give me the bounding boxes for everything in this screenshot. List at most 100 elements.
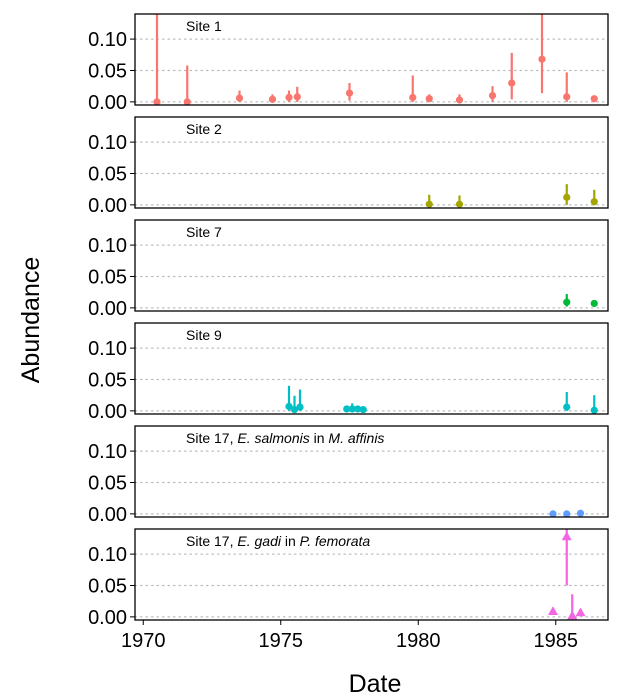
panel-marks <box>548 529 586 620</box>
facet-panel: 0.00 0.05 0.10 Site 17, E. gadi in P. femor… <box>88 528 609 629</box>
panel-border <box>134 528 609 621</box>
y-tick-label: 0.10 <box>88 235 127 257</box>
panel-label-segment: Site 7 <box>186 224 222 240</box>
data-point <box>354 405 362 413</box>
panel-border <box>134 322 609 415</box>
panel-label-segment: Site 1 <box>186 18 222 34</box>
data-point <box>563 193 571 201</box>
data-point <box>268 95 277 103</box>
y-tick-label: 0.05 <box>88 163 127 185</box>
panel-label-segment: in <box>310 430 329 446</box>
x-tick-label: 1980 <box>396 630 441 652</box>
panel-label-segment: P. femorata <box>300 533 371 549</box>
data-point <box>590 95 598 103</box>
data-point <box>409 93 417 102</box>
data-point <box>488 91 497 100</box>
x-axis-title: Date <box>349 670 402 698</box>
panel-label: Site 17, E. gadi in P. femorata <box>186 533 370 549</box>
data-point <box>345 89 354 97</box>
y-tick-label: 0.05 <box>88 575 127 597</box>
panel-border <box>134 425 609 518</box>
facet-panel: 0.00 0.05 0.10 Site 17, E. salmonis in M. a… <box>88 425 609 526</box>
y-tick-label: 0.05 <box>88 472 127 494</box>
data-point <box>563 298 571 306</box>
y-tick-label: 0.00 <box>88 401 127 423</box>
data-point <box>563 510 571 517</box>
panel-border <box>134 116 609 209</box>
data-point <box>359 406 367 414</box>
y-axis-title: Abundance <box>17 257 45 384</box>
data-point <box>590 299 598 308</box>
y-tick-label: 0.00 <box>88 195 127 217</box>
x-tick-label: 1970 <box>121 630 166 652</box>
panel-label-segment: Site 17, <box>186 533 237 549</box>
data-point <box>296 403 304 411</box>
facet-panel: 0.00 0.05 0.10 Site 1 <box>88 13 609 114</box>
data-point <box>590 406 598 414</box>
data-point <box>549 510 557 517</box>
data-point <box>343 405 351 413</box>
panel-label-segment: in <box>281 533 300 549</box>
data-point <box>293 93 301 101</box>
facet-panel: 0.00 0.05 0.10 Site 2 <box>88 116 609 217</box>
panel-label: Site 17, E. salmonis in M. affinis <box>186 430 384 446</box>
panel-label: Site 9 <box>186 327 222 343</box>
y-tick-label: 0.05 <box>88 369 127 391</box>
y-tick-label: 0.05 <box>88 266 127 288</box>
data-point <box>561 531 572 541</box>
data-point <box>425 200 433 208</box>
x-tick-label: 1985 <box>534 630 579 652</box>
panel-marks <box>563 294 598 308</box>
data-point <box>563 93 571 101</box>
panel-label: Site 2 <box>186 121 222 137</box>
panel-marks <box>549 509 585 517</box>
y-tick-label: 0.10 <box>88 29 127 51</box>
panel-label: Site 1 <box>186 18 222 34</box>
y-tick-label: 0.10 <box>88 338 127 360</box>
data-point <box>575 607 586 617</box>
data-point <box>153 98 161 105</box>
data-point <box>548 606 558 615</box>
data-point <box>235 94 244 102</box>
panel-marks <box>153 14 598 105</box>
x-axis: 1970 1975 1980 1985 <box>121 620 578 652</box>
y-tick-label: 0.10 <box>88 544 127 566</box>
data-point <box>538 55 546 63</box>
panel-marks <box>425 184 598 208</box>
panel-marks <box>285 385 598 414</box>
panel-label-segment: M. affinis <box>328 430 384 446</box>
x-tick-label: 1975 <box>259 630 304 652</box>
y-tick-label: 0.10 <box>88 132 127 154</box>
data-point <box>285 93 293 102</box>
data-point <box>508 79 516 87</box>
facet-panel: 0.00 0.05 0.10 Site 9 <box>88 322 609 423</box>
data-point <box>567 610 578 620</box>
panel-label-segment: E. salmonis <box>237 430 309 446</box>
panel-border <box>134 13 609 106</box>
y-tick-label: 0.00 <box>88 607 127 629</box>
data-point <box>563 403 571 411</box>
panel-label-segment: E. gadi <box>237 533 281 549</box>
panel-border <box>134 219 609 312</box>
y-tick-label: 0.10 <box>88 441 127 463</box>
facet-panel: 0.00 0.05 0.10 Site 7 <box>88 219 609 320</box>
data-point <box>576 509 585 517</box>
data-point <box>285 402 293 411</box>
data-point <box>455 96 464 104</box>
y-tick-label: 0.05 <box>88 60 127 82</box>
panel-label-segment: Site 17, <box>186 430 237 446</box>
y-tick-label: 0.00 <box>88 504 127 526</box>
data-point <box>183 98 191 105</box>
y-tick-label: 0.00 <box>88 298 127 320</box>
data-point <box>425 95 433 103</box>
data-point <box>290 406 299 414</box>
panel-label-segment: Site 9 <box>186 327 222 343</box>
data-point <box>590 198 598 206</box>
data-point <box>455 200 464 208</box>
panel-label-segment: Site 2 <box>186 121 222 137</box>
panel-label: Site 7 <box>186 224 222 240</box>
y-tick-label: 0.00 <box>88 92 127 114</box>
data-point <box>348 405 356 413</box>
